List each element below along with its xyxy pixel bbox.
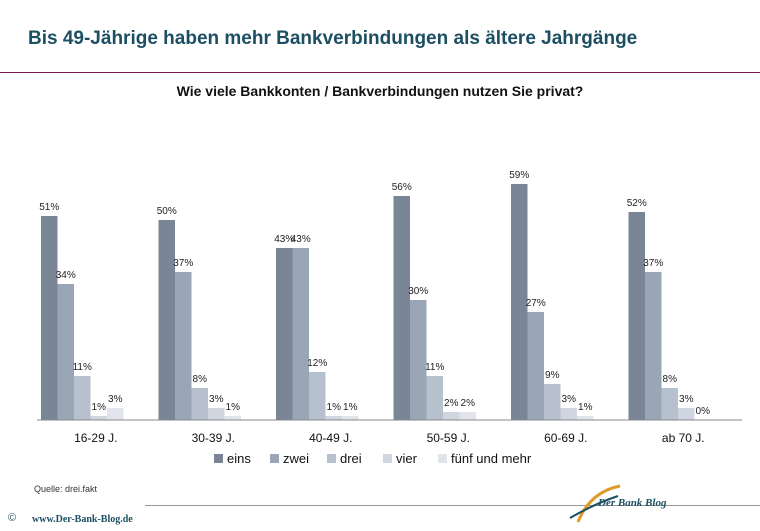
data-label: 52% [627, 198, 647, 209]
footer-divider [145, 505, 760, 506]
bar-chart: Wie viele Bankkonten / Bankverbindungen … [37, 83, 742, 466]
data-label: 0% [696, 406, 711, 417]
data-label: 37% [643, 258, 663, 269]
legend-swatch [383, 454, 392, 463]
page-title: Bis 49-Jährige haben mehr Bankverbindung… [28, 28, 638, 49]
legend-swatch [327, 454, 336, 463]
data-label: 1% [578, 402, 593, 413]
bar-eins-2 [276, 248, 293, 420]
title-divider [0, 72, 760, 73]
data-label: 2% [444, 398, 459, 409]
data-label: 2% [461, 398, 476, 409]
chart-title: Wie viele Bankkonten / Bankverbindungen … [177, 83, 584, 99]
legend-label: drei [340, 451, 362, 466]
bar-drei-4 [544, 384, 561, 420]
x-tick-label: 60-69 J. [544, 431, 587, 445]
bar-drei-0 [74, 376, 91, 420]
data-label: 12% [307, 358, 327, 369]
legend-swatch [270, 454, 279, 463]
x-tick-label: ab 70 J. [662, 431, 705, 445]
bar-zwei-5 [645, 272, 662, 420]
data-label: 3% [209, 394, 224, 405]
source-note: Quelle: drei.fakt [34, 484, 98, 494]
legend-swatch [438, 454, 447, 463]
bar-zwei-0 [57, 284, 74, 420]
x-tick-label: 50-59 J. [427, 431, 470, 445]
data-label: 3% [679, 394, 694, 405]
data-label: 11% [73, 362, 92, 373]
bar-drei-1 [191, 388, 208, 420]
bar-vier-4 [560, 408, 577, 420]
bar-eins-3 [393, 196, 410, 420]
bank-blog-logo-icon [569, 484, 621, 523]
bar-zwei-1 [175, 272, 192, 420]
legend-label: eins [227, 451, 251, 466]
data-label: 59% [509, 170, 529, 181]
footer-url-link[interactable]: www.Der-Bank-Blog.de [32, 514, 133, 525]
data-label: 8% [663, 374, 678, 385]
copyright-symbol: © [8, 512, 17, 524]
data-label: 27% [526, 298, 546, 309]
data-label: 1% [92, 402, 107, 413]
x-axis-labels: 16-29 J. 30-39 J. 40-49 J. 50-59 J. 60-69 J.… [74, 431, 705, 445]
legend-swatch [214, 454, 223, 463]
bar-fünf-und-mehr-0 [107, 408, 124, 420]
bar-drei-5 [661, 388, 678, 420]
data-label: 3% [562, 394, 577, 405]
x-tick-label: 40-49 J. [309, 431, 352, 445]
data-label: 1% [226, 402, 241, 413]
bar-drei-2 [309, 372, 326, 420]
bar-eins-4 [511, 184, 528, 420]
logo-text: Der Bank Blog [598, 497, 667, 509]
bar-vier-1 [208, 408, 225, 420]
data-label: 1% [327, 402, 342, 413]
bar-fünf-und-mehr-2 [342, 416, 359, 420]
bar-fünf-und-mehr-4 [577, 416, 594, 420]
bar-vier-2 [325, 416, 342, 420]
bar-drei-3 [426, 376, 443, 420]
bar-eins-0 [41, 216, 58, 420]
data-label: 30% [408, 286, 428, 297]
x-tick-label: 16-29 J. [74, 431, 117, 445]
bars-group: 51%34%11%1%3%50%37%8%3%1%43%43%12%1% 1%56… [39, 170, 710, 420]
bar-vier-0 [90, 416, 107, 420]
bar-vier-5 [678, 408, 695, 420]
data-label: 34% [56, 270, 76, 281]
data-label: 37% [173, 258, 193, 269]
bar-eins-1 [158, 220, 175, 420]
data-label: 50% [157, 206, 177, 217]
legend: eins zwei drei vier fünf und mehr [214, 451, 532, 466]
bar-zwei-4 [527, 312, 544, 420]
x-tick-label: 30-39 J. [192, 431, 235, 445]
data-label: 9% [545, 370, 560, 381]
bar-fünf-und-mehr-3 [459, 412, 476, 420]
data-label: 1% [343, 402, 358, 413]
data-label: 43% [274, 234, 294, 245]
data-label: 56% [392, 182, 412, 193]
legend-label: zwei [283, 451, 309, 466]
legend-label: fünf und mehr [451, 451, 532, 466]
bar-vier-3 [443, 412, 460, 420]
data-label: 51% [39, 202, 59, 213]
data-label: 8% [193, 374, 208, 385]
data-label: 11% [425, 362, 444, 373]
data-label: 3% [108, 394, 123, 405]
bar-fünf-und-mehr-1 [224, 416, 241, 420]
data-label: 43% [291, 234, 311, 245]
bar-zwei-3 [410, 300, 427, 420]
bar-zwei-2 [292, 248, 309, 420]
legend-label: vier [396, 451, 418, 466]
bar-eins-5 [628, 212, 645, 420]
